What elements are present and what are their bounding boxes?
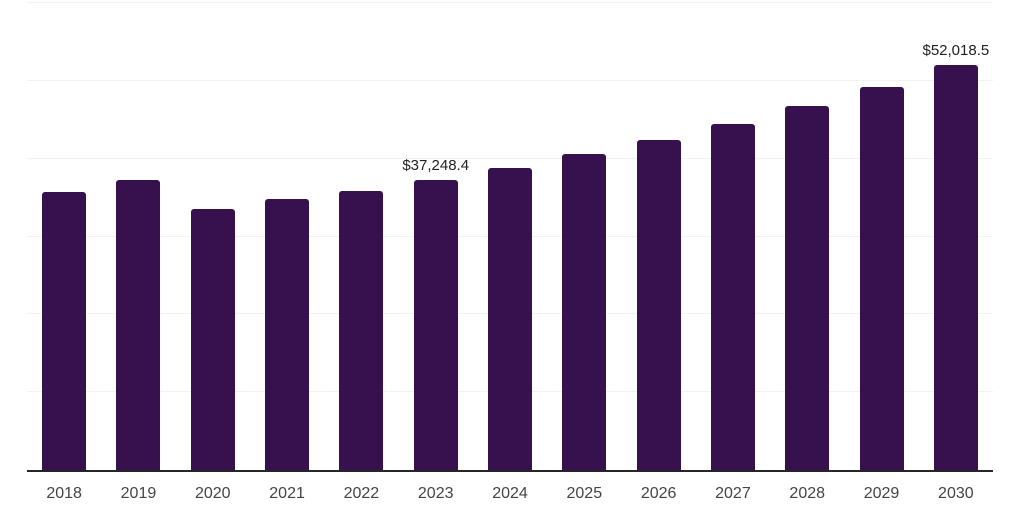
gridline <box>27 2 993 3</box>
x-tick-2023: 2023 <box>417 485 454 502</box>
bar-2019 <box>116 179 161 470</box>
bar-2026 <box>636 139 681 470</box>
x-tick-2028: 2028 <box>789 485 826 502</box>
x-tick-2018: 2018 <box>46 485 82 502</box>
data-label-2023: $37,248.4 <box>402 157 470 175</box>
x-tick-2025: 2025 <box>566 485 603 502</box>
bar-2018 <box>42 191 87 470</box>
x-tick-2027: 2027 <box>715 485 751 502</box>
bar-2023 <box>413 180 458 470</box>
gridline <box>27 79 993 81</box>
x-tick-2021: 2021 <box>269 485 305 502</box>
bar-2024 <box>488 167 532 470</box>
gridline <box>27 157 993 159</box>
plot-area: $37,248.4 $52,018.5 <box>27 2 993 472</box>
data-label-2030: $52,018.5 <box>922 42 990 60</box>
x-axis-line <box>27 470 993 472</box>
bar-2029 <box>859 86 904 470</box>
x-tick-2019: 2019 <box>120 485 157 502</box>
bar-2030 <box>933 65 978 470</box>
x-tick-2030: 2030 <box>938 485 974 502</box>
x-tick-2029: 2029 <box>863 485 900 502</box>
x-tick-2022: 2022 <box>343 485 380 502</box>
bar-2020 <box>190 209 235 470</box>
bar-2022 <box>339 190 384 470</box>
x-tick-2020: 2020 <box>194 485 231 502</box>
bar-2028 <box>785 105 830 470</box>
bar-2025 <box>562 154 607 470</box>
x-axis-tick-labels: 2018 2019 2020 2021 2022 2023 2024 2025 2026 2027… <box>27 481 993 507</box>
x-tick-2026: 2026 <box>640 485 677 502</box>
bar-2021 <box>265 199 310 470</box>
x-tick-2024: 2024 <box>492 485 528 502</box>
bar-2027 <box>710 124 755 470</box>
